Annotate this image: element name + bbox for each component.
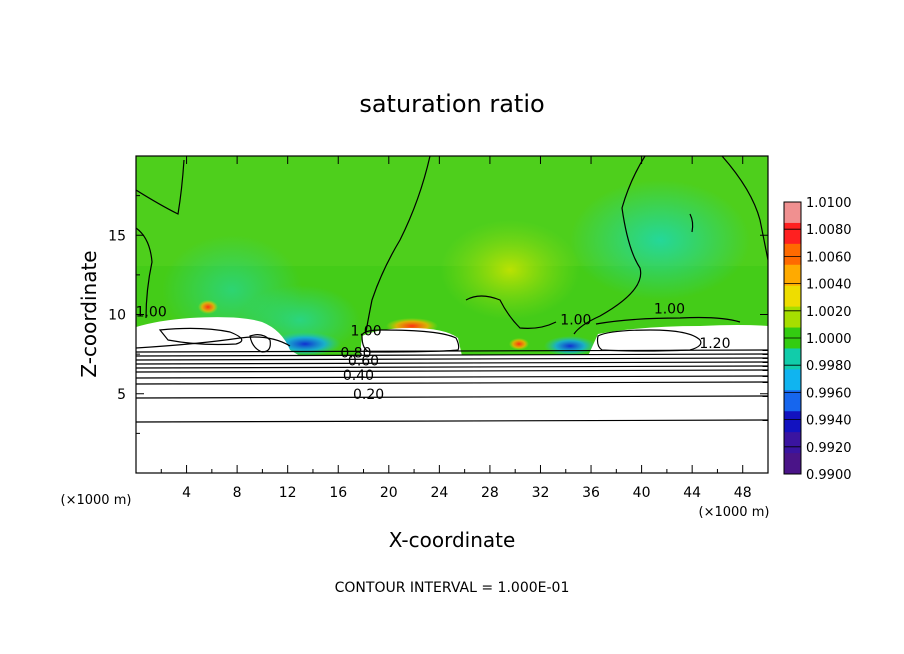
contour-label: 0.20 [353,387,384,403]
cloud-region [588,325,768,356]
contour-line [136,419,768,423]
x-units-left: (×1000 m) [61,493,132,508]
x-tick-label: 16 [329,485,347,501]
y-axis-title: Z-coordinate [77,250,101,377]
plot-area: 0.20 0.400.600.80 1.00 1.00 1.00 1.00 1.20 [136,156,768,473]
contour-line [136,381,768,385]
colorbar-segment [784,390,801,412]
x-tick-label: 32 [532,485,550,501]
chart-title: saturation ratio [359,90,544,118]
colorbar-segment [784,432,801,454]
y-axis: 5 10 15 [108,195,768,434]
x-tick-label: 4 [182,485,191,501]
contour-line [365,156,431,333]
colorbar-segment [784,348,801,370]
contour-line [465,295,557,329]
contour-label: 1.20 [699,336,730,352]
contour-line [595,316,741,325]
x-tick-label: 40 [633,485,651,501]
x-axis: 4 8 12 16 20 24 28 32 36 40 44 48 [160,156,752,501]
contour-line [596,329,702,352]
contour-line [689,213,694,233]
colorbar-segment [784,453,801,475]
y-tick-label: 15 [108,228,126,244]
contour-label: 0.40 [343,368,374,384]
contour-line [721,156,768,261]
contour-interval-note: CONTOUR INTERVAL = 1.000E-01 [335,580,570,596]
contour-line [136,375,768,379]
contour-line [136,336,291,349]
blue-region [544,336,596,356]
colorbar-segment [784,285,801,308]
colorbar-segment [784,202,801,224]
colorbar-tick-label: 0.9900 [806,468,852,483]
x-tick-label: 28 [481,485,499,501]
y-tick-label: 5 [117,387,126,403]
contour-line [136,369,768,373]
stable-layer [136,355,768,473]
x-tick-label: 48 [734,485,752,501]
contour-label: 1.00 [136,305,167,321]
x-tick-label: 36 [582,485,600,501]
x-tick-label: 24 [430,485,448,501]
contour-label: 0.60 [348,354,379,370]
cyan-region [570,180,750,300]
contour-label: 1.00 [560,312,591,328]
colorbar-tick-label: 1.0100 [806,196,852,211]
y-tick-label: 10 [108,308,126,324]
contour-line [136,395,768,399]
contour-line [136,357,768,361]
contour-line [361,329,460,353]
cloud-region [136,317,300,356]
contour-lines [136,156,768,423]
colorbar-tick-label: 1.0040 [806,278,852,293]
orange-region [509,338,529,350]
contour-line [249,334,271,353]
x-tick-label: 44 [683,485,701,501]
contour-label: 1.00 [654,301,685,317]
colorbar-tick-label: 0.9960 [806,386,852,401]
orange-region [198,300,218,314]
contour-line [158,327,243,346]
x-tick-label: 12 [279,485,297,501]
colorbar-tick-label: 1.0080 [806,223,852,238]
contour-line [136,361,768,365]
contour-line [136,349,768,353]
contour-line [136,365,768,369]
colorbar-tick-label: 0.9980 [806,359,852,374]
colorbar-tick-label: 1.0000 [806,332,852,347]
colorbar-tick-label: 1.0060 [806,250,852,265]
x-tick-label: 20 [380,485,398,501]
colorbar-segment [784,306,801,329]
colorbar-segment [784,222,801,245]
cloud-region [360,328,462,356]
colorbar-tick-label: 0.9940 [806,414,852,429]
contour-line [136,353,768,357]
colorbar: 1.0100 1.0080 1.0060 1.0040 1.0020 1.0000 0.99… [783,196,852,483]
colorbar-segment [784,411,801,433]
colorbar-tick-label: 0.9920 [806,441,852,456]
colorbar-segment [784,243,801,266]
colorbar-segment [784,264,801,287]
x-tick-label: 8 [233,485,242,501]
contour-line [136,159,185,215]
x-units-right: (×1000 m) [699,505,770,520]
contour-labels: 0.20 0.400.600.80 1.00 1.00 1.00 1.00 1.20 [136,301,730,403]
x-axis-title: X-coordinate [389,528,516,552]
contour-label: 0.80 [340,346,371,362]
colorbar-segment [784,369,801,391]
contour-label: 1.00 [350,324,381,340]
yellow-region [440,220,580,320]
colorbar-tick-label: 1.0020 [806,305,852,320]
contour-line [573,156,646,335]
